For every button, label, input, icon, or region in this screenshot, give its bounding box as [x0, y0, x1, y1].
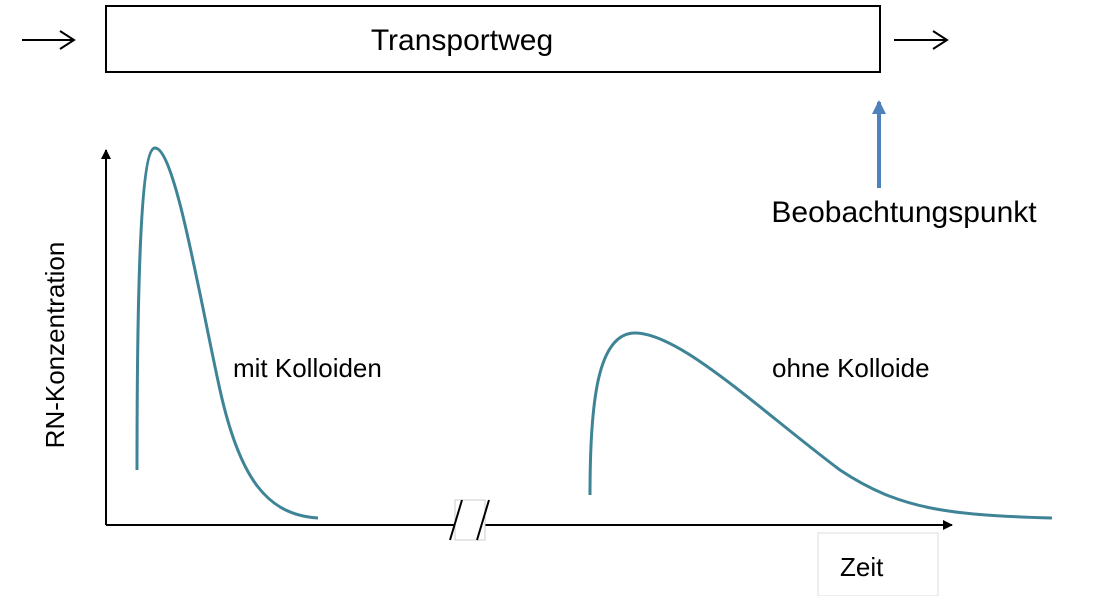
curve-with-colloids [135, 146, 319, 520]
y-axis-label: RN-Konzentration [40, 242, 70, 449]
flow-arrow-in [22, 30, 76, 50]
flow-arrow-out [894, 30, 949, 50]
curve-label: ohne Kolloide [772, 353, 930, 383]
axis-break [449, 499, 490, 541]
x-axis-label: Zeit [840, 552, 884, 582]
curve-without-colloids [588, 331, 1053, 520]
x-label-box [817, 532, 939, 596]
transport-box [105, 5, 881, 73]
transport-title: Transportweg [371, 24, 553, 57]
observation-label: Beobachtungspunkt [771, 196, 1037, 229]
curve-label: mit Kolloiden [233, 353, 382, 383]
